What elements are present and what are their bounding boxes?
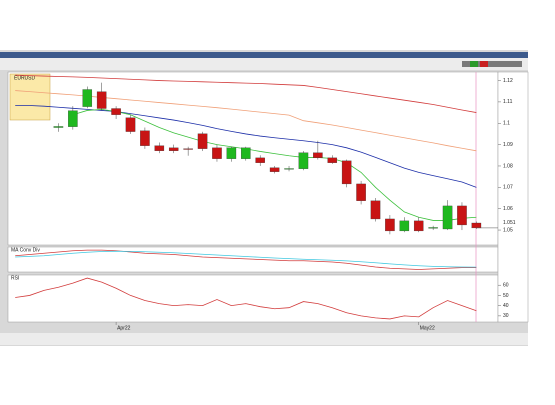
candle-body [241,147,251,159]
candle-body [341,160,352,185]
panel-title: MA Conv Div [11,247,40,253]
x-tick-label: Apr22 [117,325,131,331]
candle-body [53,126,64,128]
y-tick-label: 50 [503,293,509,299]
indicator-line [15,90,477,152]
y-tick-label: 1.11 [503,99,513,105]
price-axis [497,71,529,323]
title-bar [0,52,528,58]
rsi-plot [7,274,499,323]
y-tick-label: 1.12 [503,78,513,84]
candle-body [154,145,165,151]
candle-body [96,91,107,109]
candle-body [82,89,93,107]
candle-body [226,147,237,159]
candle-body [370,200,381,220]
status-bar [0,333,528,345]
y-tick-label: 1.05 [503,227,513,233]
candle-body [298,152,309,169]
y-tick-label: 1.07 [503,185,513,191]
info-box [9,73,51,121]
indicator-line [15,74,477,113]
candle-body [428,227,438,229]
toolbar[interactable] [0,58,528,70]
panel-title: RSI [11,275,19,281]
toolbar-controls[interactable] [462,61,522,67]
candle-body [385,218,395,232]
candle-body [140,130,150,146]
y-tick-label: 60 [503,283,509,289]
candle-body [111,108,121,115]
candle-body [399,220,410,232]
candle-body [457,205,467,226]
indicator-line [15,277,477,320]
main-plot [7,71,499,246]
candle-body [168,147,179,151]
indicator-line [15,250,477,268]
y-tick-label: 1.09 [503,142,513,148]
symbol: EURUSD [14,75,36,81]
indicator-line [15,249,477,270]
candle-body [327,157,338,163]
toolbar-button[interactable] [480,61,488,67]
candle-body [313,152,323,159]
candle-body [413,220,424,232]
indicator-line [72,108,477,221]
x-tick-label: May22 [420,325,435,331]
candle-body [197,133,208,149]
y-tick-label: 40 [503,303,509,309]
toolbar-button[interactable] [470,61,478,67]
candle-body [284,168,294,170]
candle-body [183,148,193,150]
candle-body [212,147,222,159]
y-tick-label: 1.06 [503,206,513,212]
candle-body [68,110,78,127]
y-tick-label: 1.08 [503,163,513,169]
y-tick-label: 30 [503,313,509,319]
candle-body [471,222,482,229]
candle-body [442,205,453,230]
candle-body [356,183,366,201]
candle-body [125,117,136,132]
y-tick-label: 1.1 [503,121,510,127]
candle-body [269,167,280,172]
candle-body [255,157,265,163]
last-price-label: 1.051 [503,220,516,226]
